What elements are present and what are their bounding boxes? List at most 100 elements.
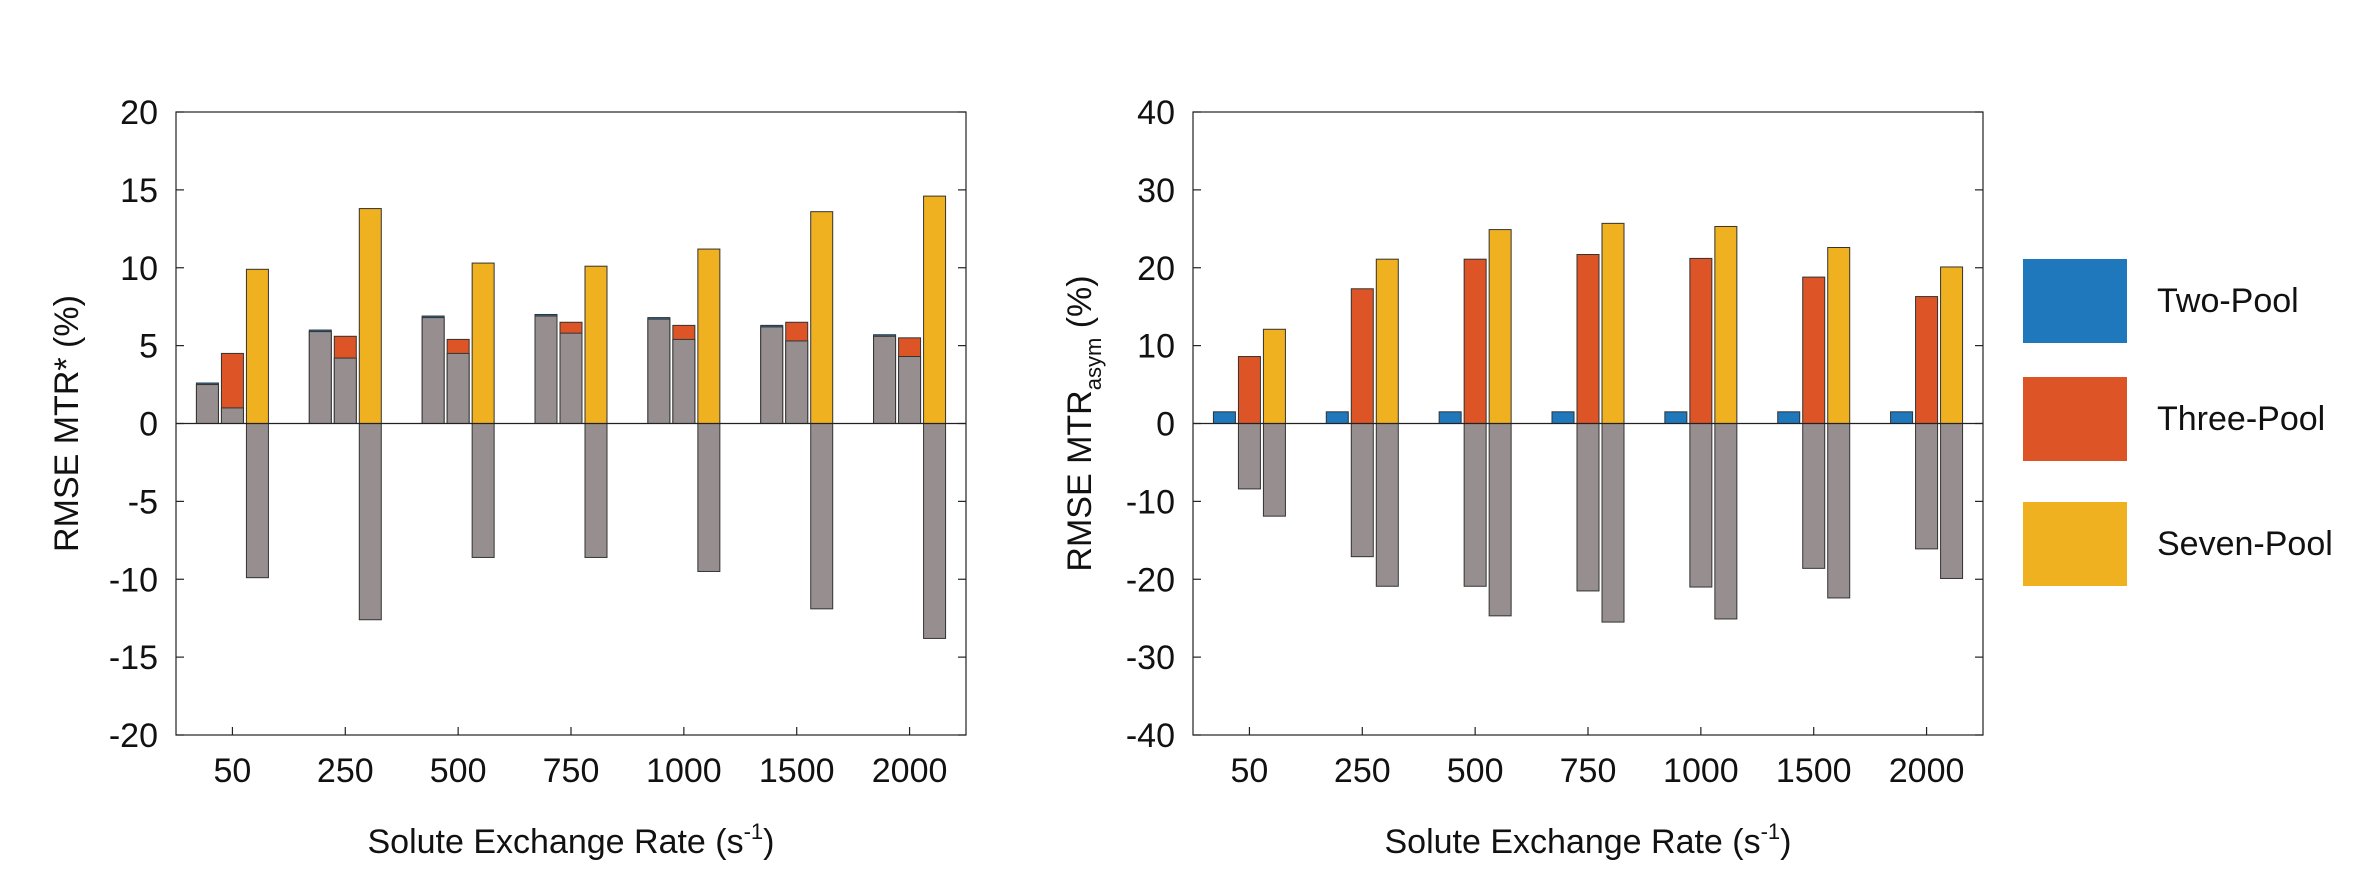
bar-gray-two-pool-positive [421, 317, 445, 424]
x-axis-label: Solute Exchange Rate (s-1) [1385, 819, 1792, 861]
legend-label-seven-pool: Seven-Pool [2157, 525, 2333, 563]
y-tick-label: 40 [1137, 94, 1175, 132]
x-tick-label: 750 [1560, 752, 1617, 790]
x-tick-label: 250 [1334, 752, 1391, 790]
bar-three-pool [1237, 356, 1261, 424]
x-tick-label: 1500 [1776, 752, 1852, 790]
x-tick-label: 1000 [646, 752, 722, 790]
bar-gray-three-pool-negative [1237, 423, 1261, 490]
bar-gray-seven-pool-negative [1714, 423, 1738, 620]
bar-gray-two-pool-positive [647, 318, 671, 424]
bar-gray-seven-pool-negative [923, 423, 947, 639]
x-tick-label: 500 [1447, 752, 1504, 790]
y-tick-label: -30 [1126, 639, 1175, 677]
x-tick-label: 750 [543, 752, 600, 790]
x-tick-label: 50 [1231, 752, 1269, 790]
bar-gray-seven-pool-negative [697, 423, 721, 572]
y-tick-label: 0 [1156, 406, 1175, 444]
bar-seven-pool [1375, 258, 1399, 424]
bar-gray-three-pool-negative [1802, 423, 1826, 569]
y-tick-label: -20 [1126, 561, 1175, 599]
bar-three-pool [1350, 288, 1374, 424]
bar-seven-pool [471, 262, 495, 425]
bar-gray-three-pool-positive [333, 357, 357, 424]
bar-gray-seven-pool-negative [1375, 423, 1399, 587]
bar-gray-seven-pool-negative [1601, 423, 1625, 623]
bar-gray-seven-pool-negative [1940, 423, 1964, 579]
bar-two-pool [1551, 411, 1575, 425]
bar-two-pool [1664, 411, 1688, 425]
legend-swatch-seven-pool [2023, 502, 2127, 586]
x-tick-label: 50 [214, 752, 252, 790]
y-tick-label: 15 [120, 172, 158, 210]
bar-gray-seven-pool-negative [358, 423, 382, 621]
bar-three-pool [1463, 258, 1487, 424]
x-tick-label: 500 [430, 752, 487, 790]
y-tick-label: -10 [1126, 483, 1175, 521]
bar-gray-three-pool-negative [1350, 423, 1374, 558]
bar-gray-two-pool-positive [534, 315, 558, 424]
bar-gray-three-pool-positive [785, 340, 809, 425]
bar-seven-pool [1714, 225, 1738, 424]
bar-gray-three-pool-negative [1463, 423, 1487, 587]
x-tick-label: 250 [317, 752, 374, 790]
bar-gray-seven-pool-negative [1262, 423, 1286, 517]
y-tick-label: 30 [1137, 172, 1175, 210]
y-tick-label: 5 [139, 328, 158, 366]
bar-seven-pool [584, 265, 608, 424]
bar-two-pool [1325, 411, 1349, 425]
bar-gray-three-pool-negative [1576, 423, 1600, 592]
x-tick-label: 1500 [759, 752, 835, 790]
y-tick-label: -10 [109, 561, 158, 599]
bar-gray-three-pool-negative [1689, 423, 1713, 588]
bar-two-pool [1777, 411, 1801, 425]
bar-seven-pool [923, 195, 947, 424]
y-axis-label: RMSE MTR* (%) [48, 295, 86, 552]
bar-gray-three-pool-positive [672, 338, 696, 424]
bar-gray-two-pool-positive [195, 384, 219, 424]
legend-label-three-pool: Three-Pool [2157, 400, 2325, 438]
bar-seven-pool [1601, 222, 1625, 424]
bar-gray-two-pool-positive [760, 326, 784, 424]
bar-gray-seven-pool-negative [1488, 423, 1512, 617]
bar-seven-pool [810, 211, 834, 424]
bar-gray-seven-pool-negative [584, 423, 608, 558]
bar-three-pool [1689, 257, 1713, 424]
bar-two-pool [1890, 411, 1914, 425]
bar-gray-seven-pool-negative [245, 423, 269, 579]
bar-gray-three-pool-positive [220, 407, 244, 424]
bar-gray-three-pool-positive [559, 332, 583, 425]
bar-seven-pool [245, 268, 269, 424]
bar-seven-pool [1827, 247, 1851, 424]
y-tick-label: 20 [1137, 250, 1175, 288]
left-chart: -20 -15 -10 -5 0 5 10 15 20 50 250 500 750 1000 1500 20… [48, 94, 967, 861]
legend-label-two-pool: Two-Pool [2157, 282, 2299, 320]
bar-seven-pool [1488, 229, 1512, 424]
bar-gray-three-pool-positive [898, 356, 922, 424]
bar-three-pool [1915, 296, 1939, 424]
bar-gray-two-pool-positive [308, 331, 332, 425]
y-tick-label: -40 [1126, 717, 1175, 755]
y-tick-label: 20 [120, 94, 158, 132]
bar-seven-pool [358, 208, 382, 424]
right-chart: -40 -30 -20 -10 0 10 20 30 40 50 250 500 750 1000 1500… [1061, 94, 1984, 861]
y-axis-label: RMSE MTRasym (%) [1061, 275, 1106, 571]
legend-swatch-two-pool [2023, 259, 2127, 343]
bar-gray-two-pool-positive [873, 335, 897, 424]
bar-seven-pool [1940, 266, 1964, 424]
y-tick-label: 10 [1137, 328, 1175, 366]
x-tick-label: 1000 [1663, 752, 1739, 790]
y-tick-label: 0 [139, 406, 158, 444]
bar-gray-seven-pool-negative [471, 423, 495, 558]
bar-three-pool [1576, 254, 1600, 424]
y-tick-label: 10 [120, 250, 158, 288]
y-tick-label: -5 [128, 483, 158, 521]
legend: Two-Pool Three-Pool Seven-Pool [2023, 259, 2333, 586]
bar-seven-pool [1262, 328, 1286, 424]
bar-gray-seven-pool-negative [810, 423, 834, 610]
x-tick-label: 2000 [1889, 752, 1965, 790]
legend-swatch-three-pool [2023, 377, 2127, 461]
y-tick-label: -15 [109, 639, 158, 677]
bar-two-pool [1212, 411, 1236, 425]
